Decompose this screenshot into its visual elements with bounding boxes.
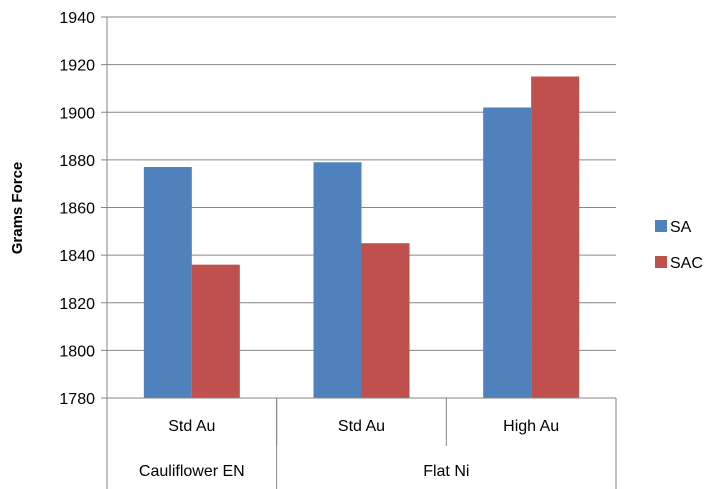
y-tick-label: 1820	[59, 296, 95, 313]
y-tick-label: 1940	[59, 10, 95, 27]
y-tick-labels: 1780 1800 1820 1840 1860 1880 1900 1920 1940	[59, 10, 95, 408]
bar-sac-1	[361, 243, 410, 398]
legend: SA SAC	[655, 219, 703, 272]
x-group-label: Cauliflower EN	[139, 463, 245, 480]
y-tick-label: 1840	[59, 248, 95, 265]
legend-swatch-sac	[655, 256, 667, 268]
bar-sac-0	[191, 264, 240, 398]
legend-label-sa: SA	[670, 219, 692, 236]
bar-sac-2	[531, 76, 580, 398]
x-category-label: Std Au	[338, 418, 385, 435]
y-tick-label: 1860	[59, 201, 95, 218]
x-group-labels: Cauliflower EN Flat Ni	[139, 463, 470, 480]
bar-sa-2	[483, 107, 532, 399]
legend-label-sac: SAC	[670, 255, 703, 272]
x-group-label: Flat Ni	[423, 463, 469, 480]
y-tick-label: 1780	[59, 391, 95, 408]
legend-swatch-sa	[655, 220, 667, 232]
y-tick-label: 1800	[59, 343, 95, 360]
bar-sa-1	[313, 162, 362, 398]
y-tick-label: 1880	[59, 153, 95, 170]
axes	[106, 17, 617, 489]
x-category-label: High Au	[503, 418, 559, 435]
y-axis-label: Grams Force	[9, 162, 26, 255]
y-tick-label: 1900	[59, 105, 95, 122]
x-category-label: Std Au	[168, 418, 215, 435]
x-category-labels: Std Au Std Au High Au	[168, 418, 559, 435]
bar-sa-0	[143, 167, 192, 398]
y-tick-label: 1920	[59, 58, 95, 75]
bars	[143, 76, 580, 399]
